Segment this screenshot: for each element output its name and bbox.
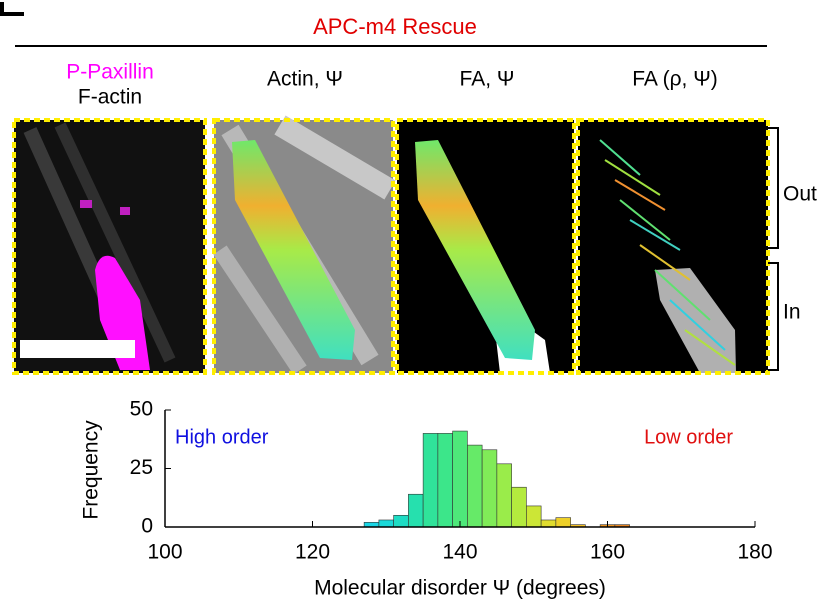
image-fa-sticks: [576, 118, 770, 375]
panel-label: Actin, Ψ: [267, 68, 343, 91]
bracket: [768, 127, 779, 249]
image-actin: [212, 115, 396, 375]
histogram: 0 25 50 100 120 140 160 180 Molecular disorder Ψ…: [80, 398, 773, 600]
panel-label: F-actin: [78, 86, 142, 109]
x-tick-label: 140: [442, 541, 477, 564]
bar: [496, 463, 512, 528]
bar: [511, 486, 527, 528]
y-tick-label: 25: [130, 456, 153, 479]
bar: [422, 433, 439, 528]
bar: [408, 493, 424, 528]
bracket: [768, 262, 779, 371]
bar: [540, 519, 557, 528]
image-fa: [395, 118, 576, 375]
annotation: Low order: [644, 426, 733, 448]
x-tick-label: 160: [590, 541, 625, 564]
bar: [437, 433, 453, 528]
bar: [393, 514, 409, 528]
x-tick-label: 100: [147, 541, 182, 564]
bar: [467, 444, 483, 528]
y-axis-label: Frequency: [80, 420, 103, 520]
figure-title: APC-m4 Rescue: [313, 14, 477, 39]
panel-corner: [0, 2, 24, 16]
region-label: Out: [783, 183, 817, 206]
bar: [452, 430, 468, 528]
x-tick-label: 180: [737, 541, 772, 564]
y-tick-label: 50: [130, 398, 153, 421]
bar: [481, 449, 498, 528]
y-tick-label: 0: [141, 515, 153, 538]
panel-label: FA, Ψ: [460, 68, 515, 91]
bar: [378, 519, 394, 528]
annotation: High order: [175, 426, 269, 448]
x-tick-label: 120: [295, 541, 330, 564]
bar: [526, 505, 542, 528]
bar: [555, 517, 571, 528]
panel-label: FA (ρ, Ψ): [632, 68, 718, 91]
region-label: In: [783, 301, 801, 324]
image-paxillin: [12, 118, 207, 375]
x-axis-label: Molecular disorder Ψ (degrees): [314, 577, 606, 600]
panel-label: P-Paxillin: [66, 61, 154, 84]
